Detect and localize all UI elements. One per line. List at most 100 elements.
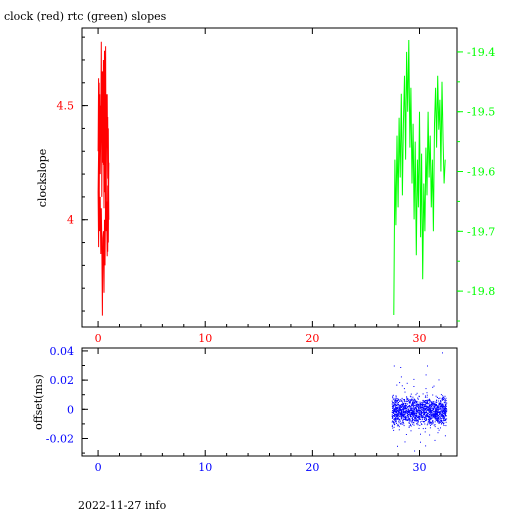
offset-point [404, 441, 406, 443]
offset-point [397, 408, 399, 410]
offset-point [429, 406, 431, 407]
offset-point [438, 416, 440, 418]
offset-point [417, 398, 419, 400]
offset-point [420, 405, 422, 407]
offset-point [426, 424, 428, 426]
offset-point [445, 411, 447, 413]
offset-point [424, 404, 426, 406]
offset-point [405, 401, 407, 403]
offset-point [406, 410, 408, 412]
offset-point [398, 415, 400, 417]
offset-point [414, 402, 416, 403]
offset-point [422, 407, 424, 409]
offset-point [413, 412, 415, 414]
offset-point [430, 419, 432, 421]
offset-point [397, 410, 399, 411]
offset-point [405, 434, 407, 435]
offset-point [440, 404, 442, 406]
offset-point [424, 423, 426, 425]
offset-point [426, 394, 428, 396]
slopes-x-tick-label: 20 [305, 332, 319, 345]
offset-point [429, 408, 431, 410]
offset-point [413, 410, 415, 412]
offset-point [426, 415, 428, 417]
offset-point [391, 414, 393, 416]
offset-point [413, 402, 415, 404]
offset-point [399, 420, 401, 422]
offset-point [406, 401, 408, 402]
offset-point [429, 419, 431, 421]
offset-point [418, 418, 420, 420]
offset-point [411, 413, 413, 415]
offset-point [397, 406, 399, 408]
offset-point [405, 411, 407, 413]
offset-point [433, 411, 435, 413]
offset-point [392, 408, 394, 410]
offset-point [413, 386, 415, 387]
offset-point [408, 414, 410, 415]
offset-point [427, 402, 429, 404]
offset-point [442, 406, 444, 408]
offset-point [398, 411, 400, 413]
offset-point [443, 407, 445, 409]
offset-point [409, 405, 411, 407]
offset-point [417, 416, 419, 418]
offset-point [406, 396, 408, 398]
offset-point [393, 421, 394, 423]
offset-point [398, 402, 399, 403]
offset-point [430, 415, 432, 417]
offset-point [413, 416, 415, 418]
offset-point [434, 415, 436, 417]
offset-point [401, 423, 403, 425]
offset-point [414, 407, 416, 408]
offset-point [408, 426, 410, 428]
offset-point [428, 410, 430, 412]
offset-point [408, 418, 410, 420]
offset-point [429, 405, 431, 407]
offset-point [402, 413, 404, 415]
offset-point [417, 410, 419, 412]
offset-point [429, 407, 431, 409]
offset-point [432, 417, 434, 419]
offset-point [404, 417, 406, 419]
offset-point [415, 419, 417, 421]
offset-point [422, 428, 424, 430]
offset-point [434, 426, 436, 428]
offset-point [415, 404, 417, 406]
offset-point [396, 401, 398, 403]
offset-point [419, 403, 421, 405]
offset-point [401, 409, 403, 411]
offset-point [437, 427, 439, 429]
offset-point [444, 419, 446, 421]
offset-point [421, 409, 423, 411]
offset-point [398, 420, 400, 422]
offset-point [412, 423, 414, 425]
offset-point [429, 420, 431, 422]
offset-point [414, 399, 416, 401]
offset-point [426, 405, 428, 407]
offset-point [427, 412, 429, 414]
offset-point [429, 409, 431, 411]
offset-point [434, 439, 436, 441]
offset-point [443, 412, 445, 414]
offset-point [403, 388, 405, 390]
offset-point [399, 408, 401, 410]
offset-point [431, 422, 433, 424]
offset-point [434, 417, 436, 418]
offset-point [417, 397, 419, 399]
slopes-y-tick-label: 4.5 [57, 100, 75, 113]
offset-point [427, 405, 429, 407]
offset-point [408, 402, 410, 404]
offset-point [414, 401, 416, 403]
offset-point [421, 403, 423, 405]
offset-point [423, 413, 425, 415]
offset-point [418, 414, 420, 416]
offset-point [433, 406, 435, 408]
offset-point [443, 402, 445, 404]
offset-point [400, 422, 402, 424]
offset-point [429, 402, 431, 404]
offset-point [429, 404, 431, 406]
offset-point [413, 415, 415, 417]
offset-point [425, 416, 427, 418]
